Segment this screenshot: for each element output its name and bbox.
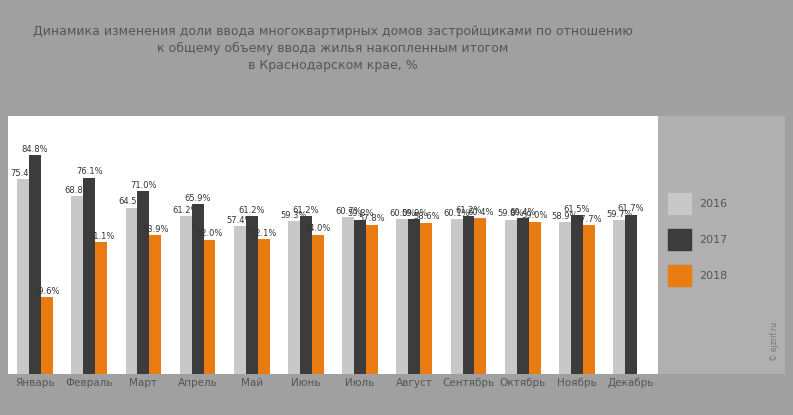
- Bar: [450, 219, 462, 374]
- Text: 59.9%: 59.9%: [401, 209, 427, 218]
- Bar: [71, 196, 83, 374]
- Text: 60.0%: 60.0%: [389, 209, 416, 218]
- Text: 61.2%: 61.2%: [455, 206, 482, 215]
- Bar: [29, 155, 41, 374]
- Bar: [613, 220, 625, 374]
- Text: 2017: 2017: [699, 235, 727, 245]
- Text: 59.0%: 59.0%: [522, 211, 548, 220]
- Bar: [288, 221, 300, 374]
- Bar: [83, 178, 95, 374]
- Bar: [149, 235, 161, 374]
- Text: 57.4%: 57.4%: [227, 215, 253, 225]
- Bar: [559, 222, 571, 374]
- Text: 68.8%: 68.8%: [64, 186, 90, 195]
- Bar: [343, 217, 354, 374]
- Bar: [571, 215, 583, 374]
- Text: 75.4%: 75.4%: [10, 169, 36, 178]
- Bar: [125, 208, 137, 374]
- Text: 60.4%: 60.4%: [467, 208, 494, 217]
- Bar: [17, 180, 29, 374]
- Bar: [505, 220, 517, 374]
- Bar: [668, 229, 691, 250]
- Text: 65.9%: 65.9%: [184, 194, 211, 203]
- Text: 61.2%: 61.2%: [172, 206, 199, 215]
- Text: 71.0%: 71.0%: [130, 181, 157, 190]
- Text: 52.0%: 52.0%: [197, 229, 223, 238]
- Bar: [625, 215, 637, 374]
- Text: 61.2%: 61.2%: [293, 206, 320, 215]
- Bar: [258, 239, 270, 374]
- Bar: [474, 218, 486, 374]
- Text: © ejzrif.ru: © ejzrif.ru: [770, 322, 779, 361]
- Bar: [41, 297, 53, 374]
- Text: 60.1%: 60.1%: [443, 209, 470, 217]
- Bar: [366, 225, 378, 374]
- Text: 58.6%: 58.6%: [413, 212, 439, 222]
- Bar: [396, 219, 408, 374]
- Bar: [246, 216, 258, 374]
- Bar: [312, 234, 324, 374]
- Text: 57.8%: 57.8%: [358, 215, 385, 224]
- Bar: [137, 191, 149, 374]
- Text: 53.9%: 53.9%: [142, 225, 169, 234]
- Bar: [354, 220, 366, 374]
- Bar: [517, 218, 529, 374]
- Bar: [408, 220, 420, 374]
- Text: Динамика изменения доли ввода многоквартирных домов застройщиками по отношению
к: Динамика изменения доли ввода многокварт…: [33, 25, 633, 72]
- Text: 60.4%: 60.4%: [509, 208, 536, 217]
- Text: 52.1%: 52.1%: [251, 229, 277, 238]
- Bar: [668, 193, 691, 214]
- Text: 59.3%: 59.3%: [281, 211, 308, 220]
- Text: 60.7%: 60.7%: [335, 207, 362, 216]
- Text: 57.7%: 57.7%: [576, 215, 602, 224]
- Text: 84.8%: 84.8%: [21, 145, 48, 154]
- Text: 61.7%: 61.7%: [618, 205, 645, 213]
- Bar: [192, 204, 204, 374]
- Bar: [529, 222, 541, 374]
- Bar: [583, 225, 595, 374]
- Text: 58.9%: 58.9%: [552, 212, 578, 221]
- Text: 59.8%: 59.8%: [347, 209, 374, 218]
- Text: 2018: 2018: [699, 271, 727, 281]
- Text: 2016: 2016: [699, 199, 727, 209]
- Bar: [420, 223, 432, 374]
- Text: 51.1%: 51.1%: [88, 232, 114, 241]
- Bar: [204, 240, 216, 374]
- Text: 59.7%: 59.7%: [606, 210, 633, 219]
- Bar: [300, 216, 312, 374]
- Bar: [462, 216, 474, 374]
- Text: 61.2%: 61.2%: [239, 206, 265, 215]
- Bar: [180, 216, 192, 374]
- Bar: [234, 226, 246, 374]
- Text: 76.1%: 76.1%: [76, 167, 102, 176]
- Text: 64.5%: 64.5%: [118, 197, 145, 206]
- Bar: [668, 266, 691, 286]
- Text: 29.6%: 29.6%: [33, 287, 60, 296]
- Bar: [95, 242, 107, 374]
- Text: 59.8%: 59.8%: [497, 209, 524, 218]
- Text: 54.0%: 54.0%: [305, 224, 331, 233]
- Text: 61.5%: 61.5%: [564, 205, 590, 214]
